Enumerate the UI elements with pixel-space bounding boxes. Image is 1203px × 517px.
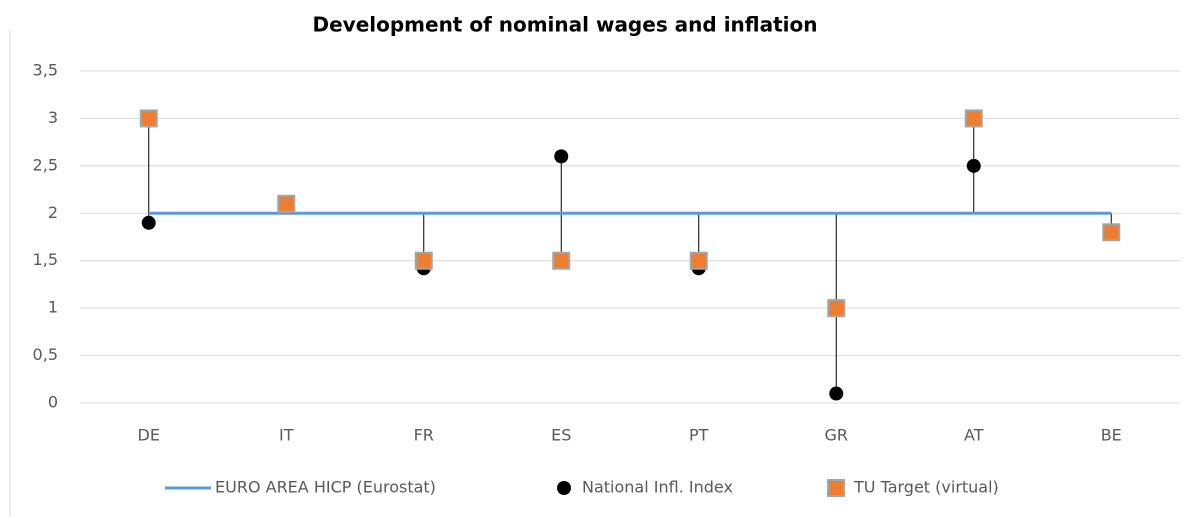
x-tick-label: ES: [551, 426, 571, 445]
x-tick-label: GR: [824, 426, 848, 445]
point: [966, 158, 981, 173]
x-tick-label: IT: [279, 426, 294, 445]
legend-swatch: [827, 479, 845, 497]
y-tick-label: 2,5: [33, 155, 58, 174]
y-tick-label: 1,5: [33, 250, 58, 269]
y-tick-label: 3: [48, 108, 58, 127]
y-tick-label: 3,5: [33, 61, 58, 80]
point: [277, 194, 296, 213]
legend-label: EURO AREA HICP (Eurostat): [215, 478, 436, 497]
point: [139, 109, 158, 128]
y-tick-label: 0,5: [33, 345, 58, 364]
y-tick-label: 1: [48, 298, 58, 317]
x-tick-label: BE: [1101, 426, 1122, 445]
point: [829, 386, 844, 401]
point: [827, 299, 846, 318]
point: [141, 215, 156, 230]
legend-label: TU Target (virtual): [853, 478, 999, 497]
x-tick-label: PT: [689, 426, 709, 445]
y-tick-label: 2: [48, 203, 58, 222]
point: [689, 251, 708, 270]
point: [554, 149, 569, 164]
y-tick-label: 0: [48, 393, 58, 412]
point: [552, 251, 571, 270]
x-tick-label: FR: [414, 426, 434, 445]
legend-label: National Infl. Index: [582, 478, 733, 497]
point: [964, 109, 983, 128]
point: [1102, 223, 1121, 242]
legend-swatch: [557, 481, 571, 495]
x-tick-label: AT: [964, 426, 984, 445]
point: [414, 251, 433, 270]
x-tick-label: DE: [138, 426, 160, 445]
chart-title: Development of nominal wages and inflati…: [312, 13, 817, 37]
